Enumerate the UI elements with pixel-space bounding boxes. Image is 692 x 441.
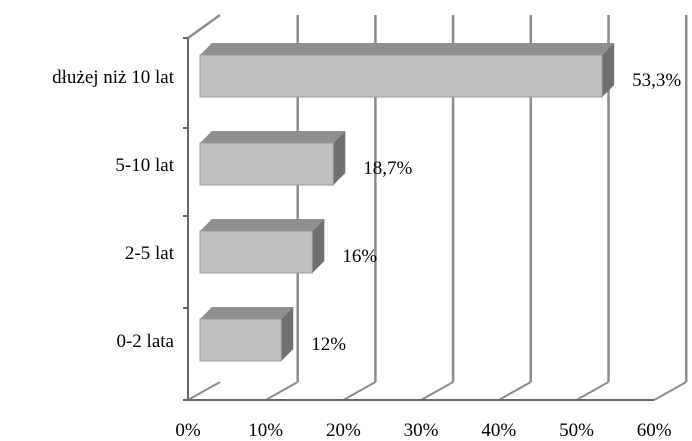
category-label: dłużej niż 10 lat <box>52 67 175 88</box>
x-tick-label: 60% <box>637 420 672 441</box>
bar <box>199 307 294 362</box>
floor-gridline <box>576 381 609 401</box>
bar-side-face <box>312 219 325 273</box>
bar-top-face <box>200 307 294 319</box>
bar-front-face <box>199 54 603 98</box>
data-label: 18,7% <box>363 158 412 179</box>
x-tick-label: 10% <box>248 420 283 441</box>
bar-front-face <box>199 230 313 274</box>
floor-gridline <box>265 381 299 401</box>
bar-side-face <box>602 43 615 97</box>
bar-front-face <box>199 318 282 362</box>
floor-gridline <box>342 381 376 401</box>
bar-side-face <box>281 307 294 361</box>
bar-side-face <box>333 131 346 185</box>
bar-top-face <box>200 131 346 143</box>
data-label: 16% <box>342 246 377 267</box>
x-tick-label: 0% <box>175 420 201 441</box>
floor-gridline <box>187 381 221 401</box>
category-label: 0-2 lata <box>116 331 174 352</box>
x-tick-label: 40% <box>481 420 516 441</box>
floor-gridline <box>420 381 454 401</box>
bar <box>199 219 325 274</box>
bar <box>199 131 346 186</box>
data-label: 12% <box>311 334 346 355</box>
floor-gridline <box>653 381 687 401</box>
x-tick-label: 20% <box>326 420 361 441</box>
labels: 53,3% dłużej niż 10 lat 18,7% 5-10 lat 16% 2-… <box>52 67 681 441</box>
x-tick-label: 50% <box>559 420 594 441</box>
floor-gridline <box>498 381 532 401</box>
bar <box>199 43 615 98</box>
bar-top-face <box>200 219 325 231</box>
category-label: 2-5 lat <box>125 243 175 264</box>
axes <box>183 13 655 401</box>
back-wall-edge <box>187 13 221 40</box>
bar-front-face <box>199 142 334 186</box>
x-tick-label: 30% <box>404 420 439 441</box>
data-label: 53,3% <box>632 70 681 91</box>
bars <box>199 43 615 362</box>
category-label: 5-10 lat <box>115 155 174 176</box>
bar-top-face <box>200 43 615 55</box>
